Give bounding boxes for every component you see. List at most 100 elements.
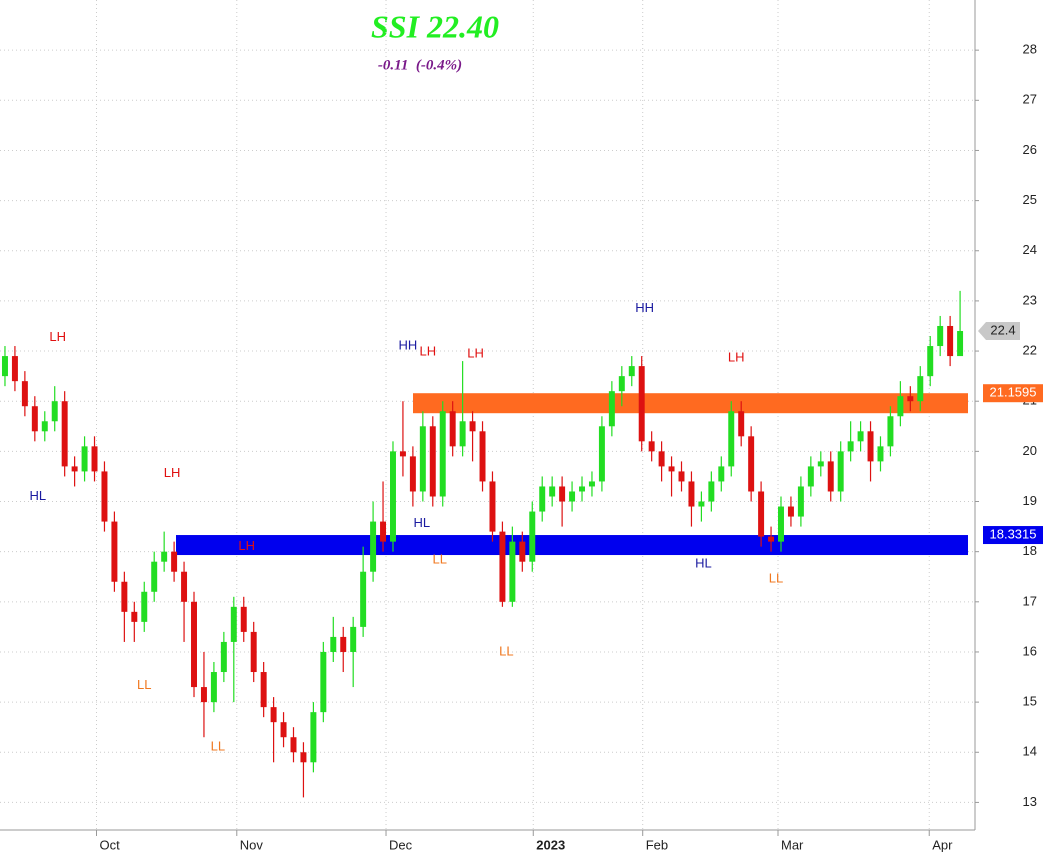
candle-body [549,486,556,497]
level-label: 21.1595 [990,385,1037,400]
candle-body [191,601,197,688]
candle-body [181,571,188,602]
annotation: LH [419,343,436,358]
candle-body [638,366,645,442]
y-tick-label: 15 [1023,694,1037,709]
candle-body [240,606,247,632]
candle-body [310,712,317,763]
candle-body [429,426,436,497]
candle-body [728,411,735,467]
annotation: HL [695,556,712,571]
candle-body [31,406,38,432]
candle-body [708,481,715,502]
candle-body [917,376,924,402]
candle-body [698,501,705,507]
candle-body [330,636,337,652]
candle-body [1,356,8,377]
candle-body [947,325,954,357]
candle-body [390,451,396,542]
level-tag [983,526,1043,545]
annotation: HL [29,488,46,503]
level-band [413,393,968,414]
candle-body [220,641,227,673]
candle-body [171,551,178,572]
candle-body [81,446,88,472]
y-tick-label: 27 [1023,92,1037,107]
candle-body [439,411,446,497]
candle-body [340,636,347,652]
candle-body [588,481,595,487]
candle-body [459,421,466,447]
annotation: LL [137,677,151,692]
candle-body [21,381,28,407]
y-tick-label: 24 [1023,242,1037,257]
y-tick-label: 18 [1023,543,1037,558]
candle-body [250,631,257,673]
candle-body [210,672,217,703]
annotation: LL [211,739,225,754]
candle-body [141,591,148,622]
annotation: HH [635,300,654,315]
candle-body [409,456,416,492]
candle-body [907,396,914,402]
candle-body [837,451,844,492]
candle-body [579,486,585,492]
annotation: LH [238,538,255,553]
price-tag [978,321,1020,340]
x-tick-label: Mar [781,837,804,852]
candle-body [529,511,536,562]
candle-body [71,466,78,472]
candle-body [91,446,98,472]
candle-body [569,491,576,502]
y-tick-label: 28 [1023,42,1037,57]
candle-body [151,561,158,592]
candle-body [419,426,426,492]
candle-body [479,431,486,482]
candle-body [499,531,506,602]
y-tick-label: 16 [1023,643,1037,658]
candle-body [957,330,964,357]
candle-body [668,466,675,472]
candle-body [598,426,605,482]
annotation: LH [728,350,745,365]
candle-body [131,611,138,622]
y-tick-label: 22 [1023,342,1037,357]
candle-body [748,436,755,492]
candle-body [360,571,367,627]
annotation: HH [399,337,418,352]
candle-body [121,581,128,612]
candle-body [877,446,884,462]
annotation: LH [164,465,181,480]
candle-body [270,707,277,723]
candle-body [111,521,118,582]
candle-body [350,626,357,652]
level-band [176,535,968,556]
candle-body [618,376,625,392]
candle-body [320,651,327,713]
y-tick-label: 14 [1023,744,1037,759]
candle-body [778,506,784,542]
candle-body [678,471,685,482]
x-tick-label: Dec [389,837,413,852]
candle-body [847,441,854,452]
candle-body [718,466,725,482]
x-tick-label: Nov [240,837,264,852]
candle-body [807,466,814,487]
candle-body [449,411,456,447]
y-tick-label: 19 [1023,493,1037,508]
candle-body [628,366,635,377]
candle-body [827,461,834,492]
candle-body [51,401,58,422]
candle-body [648,441,655,452]
candle-body [519,541,526,562]
price-tag-label: 22.4 [990,322,1015,337]
annotation: LL [769,571,783,586]
candle-body [927,346,934,377]
candle-body [738,411,745,437]
candle-body [41,421,48,432]
level-label: 18.3315 [990,526,1037,541]
y-tick-label: 26 [1023,142,1037,157]
candle-body [280,722,287,738]
chart-subtitle: -0.11 (-0.4%) [378,57,462,73]
candle-body [300,752,307,763]
